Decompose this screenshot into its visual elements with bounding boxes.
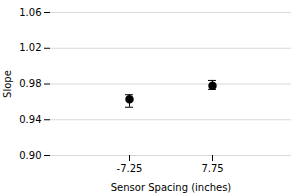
svg-text:-7.25: -7.25	[117, 163, 143, 174]
svg-text:1.06: 1.06	[19, 7, 41, 18]
svg-text:0.94: 0.94	[19, 114, 41, 125]
svg-text:1.02: 1.02	[19, 42, 41, 53]
svg-text:7.75: 7.75	[201, 163, 223, 174]
svg-text:Slope: Slope	[2, 70, 13, 98]
svg-text:0.90: 0.90	[19, 150, 41, 161]
svg-text:0.98: 0.98	[19, 78, 41, 89]
svg-text:Sensor Spacing (inches): Sensor Spacing (inches)	[111, 182, 232, 193]
